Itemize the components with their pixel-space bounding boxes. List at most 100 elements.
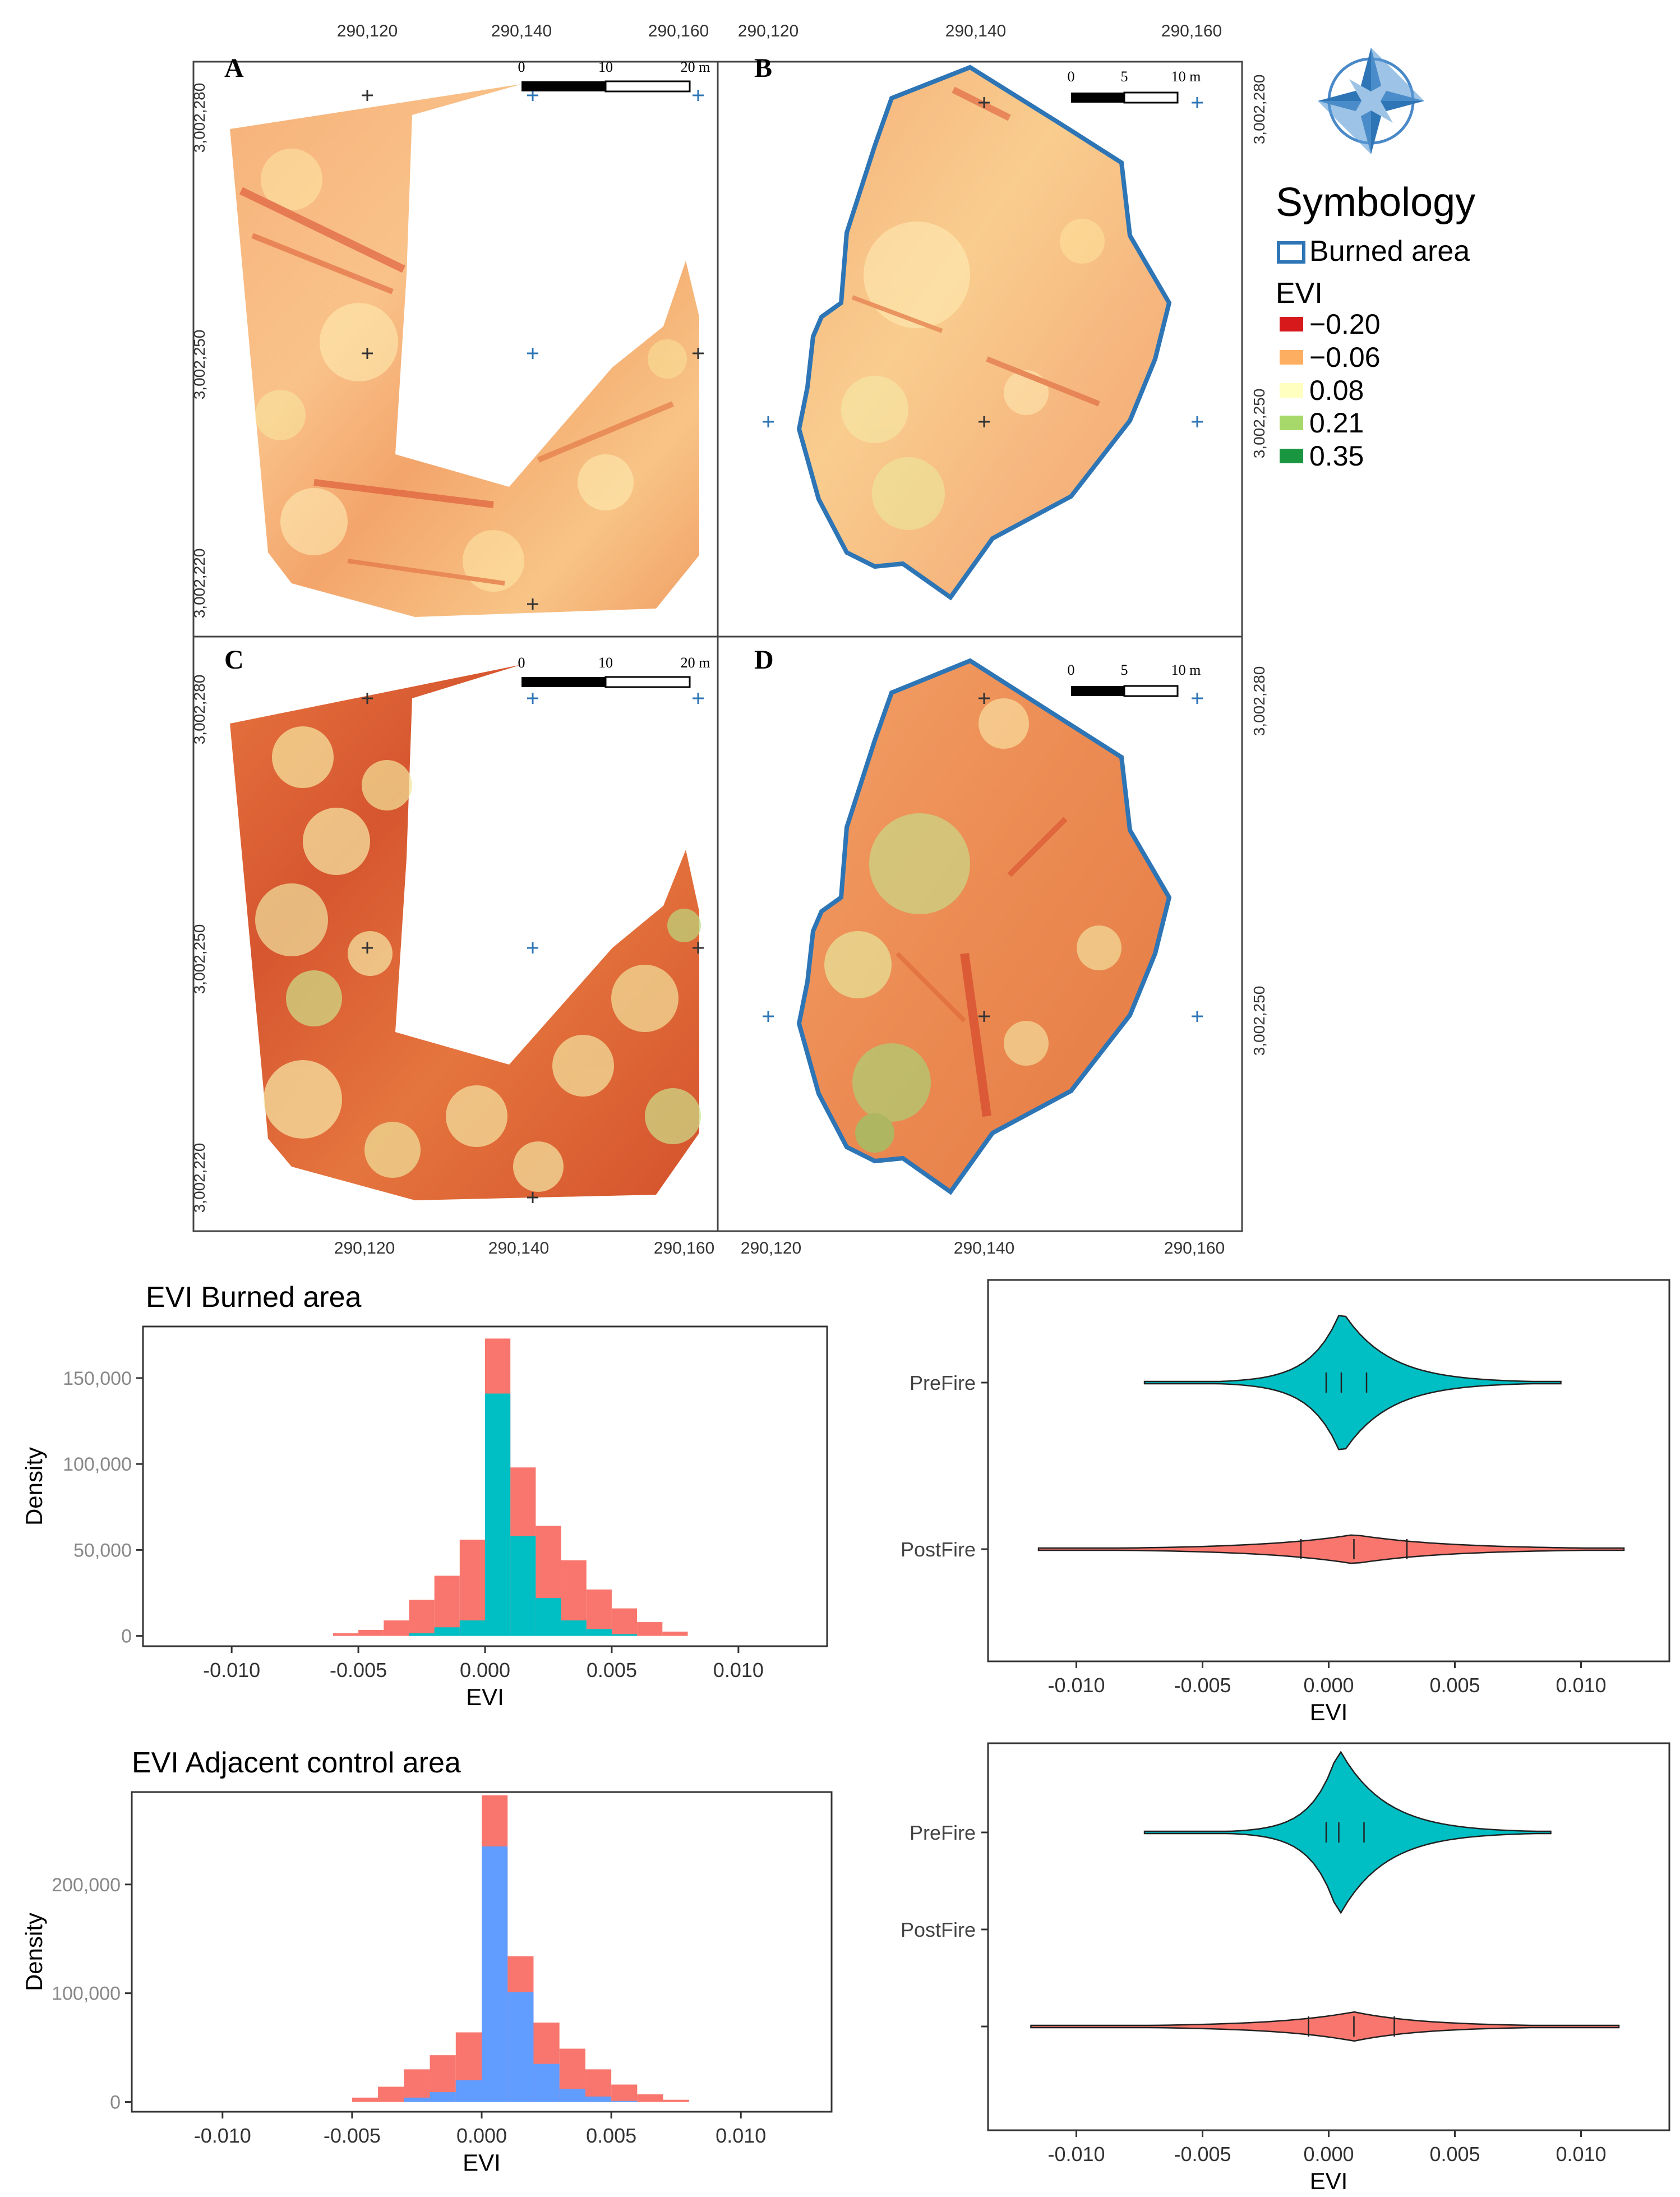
map-x-tick-label: 290,140 xyxy=(491,22,552,40)
map-panels: A B C D 0 10 20 m 0 5 10 m 0 10 20 m xyxy=(191,22,1268,1258)
histogram-bar-prefire xyxy=(459,1620,485,1636)
legend-swatch xyxy=(1280,383,1303,398)
map-x-tick-label: 290,160 xyxy=(654,1239,714,1258)
panel-c-texture xyxy=(255,726,701,1192)
x-tick-label: -0.010 xyxy=(194,2124,251,2147)
legend-swatch xyxy=(1280,449,1303,463)
x-tick-label: 0.005 xyxy=(586,2124,636,2147)
histogram-bar-postfire xyxy=(333,1633,359,1636)
histogram-bar-prefire xyxy=(434,1627,460,1636)
x-tick-label: 0.000 xyxy=(460,1659,510,1682)
panel-label-a: A xyxy=(224,53,244,83)
histogram-bar-postfire xyxy=(459,1540,485,1636)
panel-b-texture xyxy=(841,86,1105,530)
x-tick-label: 0.010 xyxy=(713,1659,764,1682)
histogram-bar-postfire xyxy=(434,1576,460,1636)
x-tick-label: 0.005 xyxy=(587,1659,637,1682)
x-tick-label: -0.010 xyxy=(1047,2143,1105,2166)
map-y-tick-label: 3,002,250 xyxy=(191,330,208,400)
histogram-bar-postfire xyxy=(637,1622,663,1636)
x-tick-label: -0.010 xyxy=(203,1659,260,1682)
x-tick-label: 0.000 xyxy=(1303,2143,1354,2166)
scalebar-label: 0 xyxy=(518,655,525,671)
map-x-tick-label: 290,140 xyxy=(488,1239,549,1258)
x-tick-label: -0.010 xyxy=(1047,1674,1105,1697)
histogram-bar-control xyxy=(533,2064,560,2102)
legend-value: −0.20 xyxy=(1309,308,1381,340)
map-x-tick-label: 290,120 xyxy=(334,1239,395,1258)
map-frame-right-bottom xyxy=(717,635,1243,1232)
scalebar-left-bottom: 0 10 20 m xyxy=(518,655,710,688)
histogram-bar-postfire xyxy=(611,1608,638,1636)
scalebar-label: 10 xyxy=(598,59,613,75)
x-tick-label: 0.000 xyxy=(456,2124,507,2147)
compass-rose-icon xyxy=(1318,48,1424,154)
y-tick-label: 0 xyxy=(110,2092,121,2113)
histogram-bar-prefire xyxy=(536,1598,561,1636)
legend-value: 0.35 xyxy=(1309,440,1364,472)
map-y-tick-label: 3,002,280 xyxy=(1250,75,1268,145)
y-tick-label: 0 xyxy=(121,1626,132,1647)
x-axis-title: EVI xyxy=(466,1684,504,1710)
scalebar-label: 5 xyxy=(1121,68,1128,85)
histogram-bar-postfire xyxy=(409,1600,435,1636)
scalebar-label: 0 xyxy=(1068,68,1075,85)
histogram-bar-postfire xyxy=(662,1631,688,1636)
map-y-tick-label: 3,002,280 xyxy=(191,675,208,745)
violin-body-prefire xyxy=(1143,1315,1562,1450)
violin-body-postfire xyxy=(1037,1534,1625,1564)
histogram-bar-postfire xyxy=(611,2084,638,2102)
scalebar-label: 20 m xyxy=(681,59,710,75)
category-label: PostFire xyxy=(901,1538,976,1561)
grid-crosses xyxy=(362,90,1203,1203)
x-tick-label: -0.005 xyxy=(1174,1674,1231,1697)
y-tick-label: 100,000 xyxy=(63,1454,132,1475)
scalebar-label: 0 xyxy=(518,59,525,75)
histogram-bar-postfire xyxy=(378,2087,404,2102)
chart-title: EVI Adjacent control area xyxy=(132,1747,461,1779)
panel-d-texture xyxy=(824,698,1121,1153)
violin-body-prefire xyxy=(1143,1751,1552,1914)
violin-body-postfire xyxy=(1030,2011,1620,2042)
map-legend: Symbology Burned area EVI −0.20 −0.06 0.… xyxy=(1276,48,1475,472)
map-x-tick-label: 290,120 xyxy=(741,1239,801,1258)
y-axis-title: Density xyxy=(21,1913,47,1991)
scalebar-label: 20 m xyxy=(681,655,710,671)
panel-label-d: D xyxy=(754,645,774,675)
histogram-chart-2: EVI Adjacent control area -0.010 -0.005 0.0… xyxy=(21,1747,833,2176)
x-axis-title: EVI xyxy=(1310,2168,1348,2194)
scalebar-right-top: 0 5 10 m xyxy=(1068,68,1201,104)
scalebar-label: 0 xyxy=(1068,662,1075,678)
x-tick-label: -0.005 xyxy=(330,1659,387,1682)
scalebar-label: 10 m xyxy=(1171,68,1201,85)
histogram-bar-control xyxy=(482,1846,508,2102)
histogram-bar-postfire xyxy=(352,2097,379,2102)
histogram-bar-prefire xyxy=(510,1536,536,1636)
histogram-bar-prefire xyxy=(611,1634,638,1636)
panel-label-c: C xyxy=(224,645,244,675)
map-x-tick-label: 290,160 xyxy=(1164,1239,1225,1258)
histogram-bar-postfire xyxy=(358,1629,384,1636)
map-x-tick-label: 290,120 xyxy=(337,22,398,40)
charts: EVI Burned area -0.010 -0.005 0.000 0.005 0.0… xyxy=(21,1279,1670,2194)
x-tick-label: -0.005 xyxy=(1174,2143,1231,2166)
category-label: PostFire xyxy=(901,1918,976,1941)
scalebar-left-top: 0 10 20 m xyxy=(518,59,710,93)
legend-swatch xyxy=(1280,317,1303,331)
scalebar-label: 5 xyxy=(1121,662,1128,678)
map-y-tick-label: 3,002,220 xyxy=(191,1143,208,1213)
histogram-bar-control xyxy=(455,2080,482,2102)
scalebar-label: 10 m xyxy=(1171,662,1201,678)
x-tick-label: -0.005 xyxy=(324,2124,381,2147)
map-x-tick-label: 290,160 xyxy=(1161,22,1222,40)
map-y-tick-label: 3,002,250 xyxy=(1250,986,1268,1056)
histogram-bar-postfire xyxy=(637,2094,663,2102)
histogram-bar-prefire xyxy=(586,1629,612,1636)
legend-burned-swatch xyxy=(1277,241,1305,264)
histogram-chart-0: EVI Burned area -0.010 -0.005 0.000 0.005 0.0… xyxy=(21,1281,828,1710)
map-x-tick-label: 290,160 xyxy=(648,22,709,40)
panel-label-b: B xyxy=(754,53,772,83)
map-y-tick-label: 3,002,220 xyxy=(191,549,208,619)
histogram-bar-prefire xyxy=(561,1620,587,1636)
y-tick-label: 100,000 xyxy=(52,1983,121,2005)
